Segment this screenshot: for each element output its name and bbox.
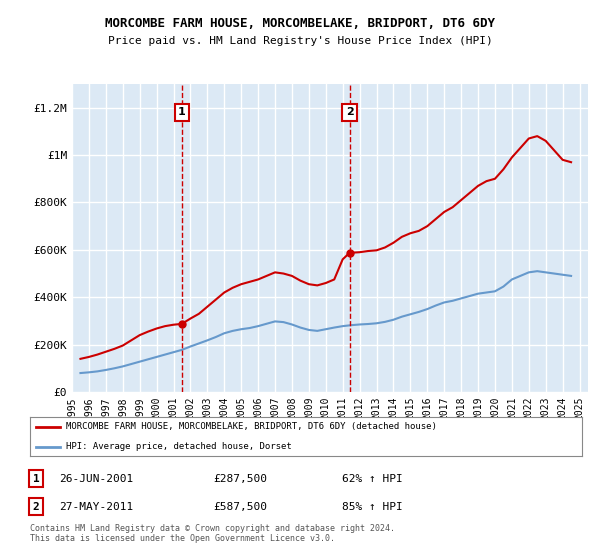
Text: Contains HM Land Registry data © Crown copyright and database right 2024.
This d: Contains HM Land Registry data © Crown c… [30,524,395,543]
Text: £287,500: £287,500 [213,474,267,484]
Text: 27-MAY-2011: 27-MAY-2011 [59,502,133,512]
Text: MORCOMBE FARM HOUSE, MORCOMBELAKE, BRIDPORT, DT6 6DY (detached house): MORCOMBE FARM HOUSE, MORCOMBELAKE, BRIDP… [66,422,437,432]
Text: £587,500: £587,500 [213,502,267,512]
Text: Price paid vs. HM Land Registry's House Price Index (HPI): Price paid vs. HM Land Registry's House … [107,36,493,46]
Text: 2: 2 [346,108,353,118]
Text: MORCOMBE FARM HOUSE, MORCOMBELAKE, BRIDPORT, DT6 6DY: MORCOMBE FARM HOUSE, MORCOMBELAKE, BRIDP… [105,17,495,30]
Text: 26-JUN-2001: 26-JUN-2001 [59,474,133,484]
Text: 1: 1 [178,108,185,118]
Text: 62% ↑ HPI: 62% ↑ HPI [341,474,403,484]
Text: 1: 1 [32,474,40,484]
Text: 85% ↑ HPI: 85% ↑ HPI [341,502,403,512]
Text: 2: 2 [32,502,40,512]
Text: HPI: Average price, detached house, Dorset: HPI: Average price, detached house, Dors… [66,442,292,451]
